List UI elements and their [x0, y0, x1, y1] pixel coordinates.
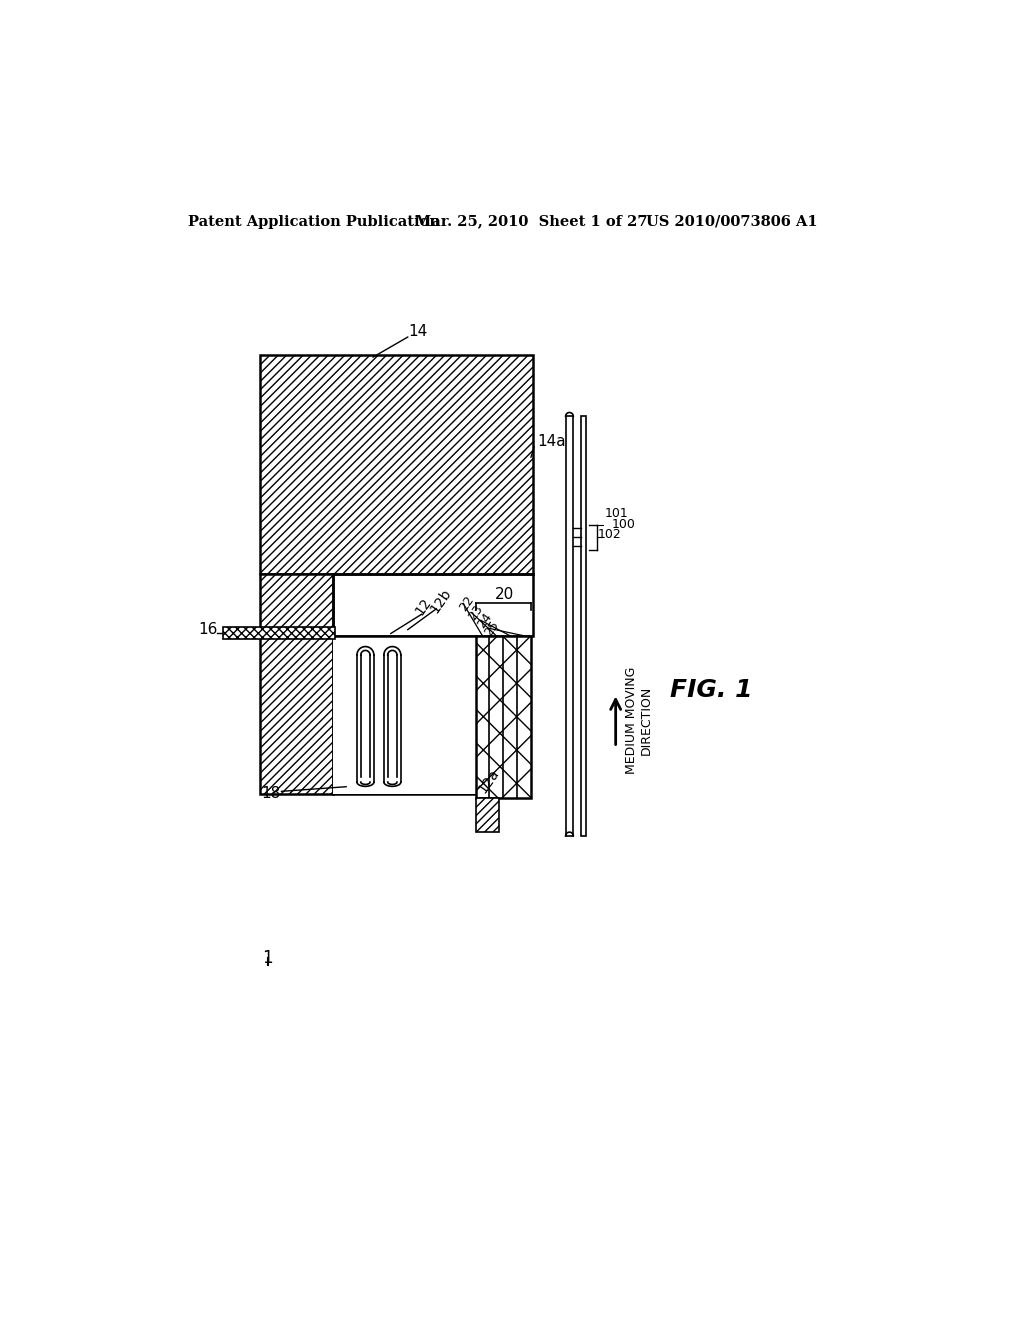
Polygon shape: [333, 636, 475, 793]
Text: Patent Application Publication: Patent Application Publication: [188, 215, 440, 228]
Text: 12b: 12b: [427, 586, 454, 616]
Text: 16: 16: [199, 622, 218, 638]
Polygon shape: [223, 627, 335, 639]
Polygon shape: [475, 797, 499, 832]
Text: 14: 14: [409, 325, 427, 339]
Text: FIG. 1: FIG. 1: [670, 677, 752, 702]
Text: 23: 23: [466, 602, 485, 623]
Polygon shape: [260, 355, 534, 574]
Text: MEDIUM MOVING
DIRECTION: MEDIUM MOVING DIRECTION: [625, 667, 653, 775]
Text: 100: 100: [611, 517, 636, 531]
Text: 1: 1: [262, 949, 273, 966]
Polygon shape: [333, 636, 475, 793]
Text: 24: 24: [475, 610, 495, 631]
Text: 101: 101: [605, 507, 629, 520]
Text: 12a: 12a: [475, 766, 502, 796]
Text: 12: 12: [413, 595, 434, 618]
Text: 102: 102: [598, 528, 622, 541]
Text: 14a: 14a: [538, 434, 565, 449]
Text: 22: 22: [457, 593, 477, 614]
Text: US 2010/0073806 A1: US 2010/0073806 A1: [646, 215, 818, 228]
Text: 25: 25: [481, 618, 502, 639]
Polygon shape: [565, 416, 573, 836]
Text: 18: 18: [261, 787, 281, 801]
Polygon shape: [260, 574, 333, 793]
Polygon shape: [475, 636, 531, 797]
Polygon shape: [581, 416, 587, 836]
Text: Mar. 25, 2010  Sheet 1 of 27: Mar. 25, 2010 Sheet 1 of 27: [416, 215, 648, 228]
Text: 20: 20: [496, 587, 514, 602]
